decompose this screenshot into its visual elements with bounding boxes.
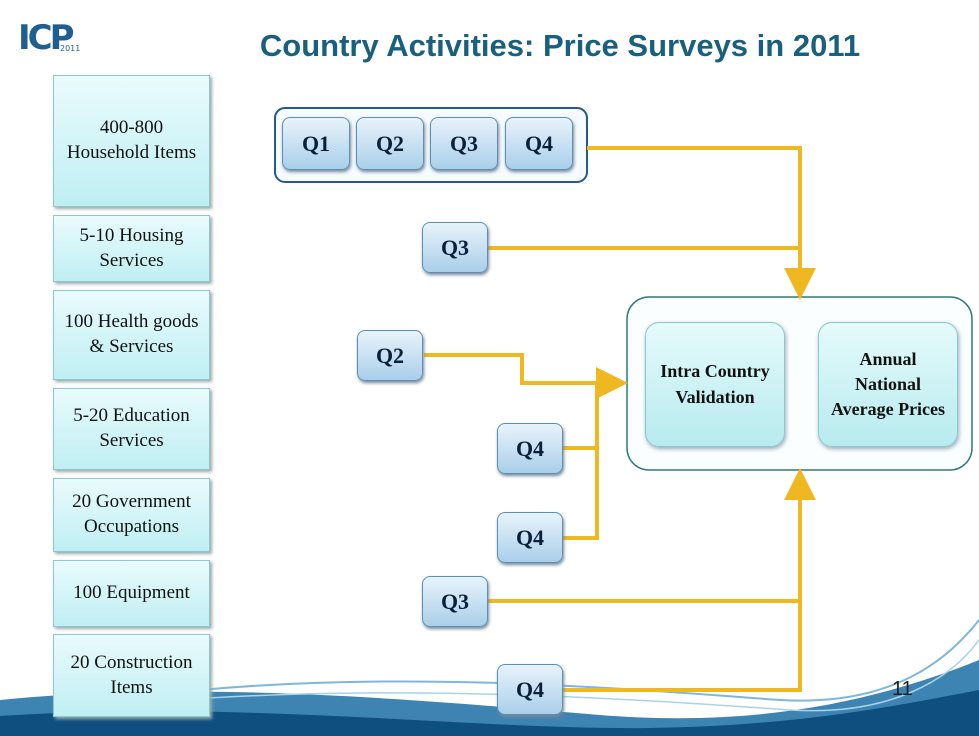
survey-quarter-box: Q4 <box>497 664 563 715</box>
category-box: 100 Health goods & Services <box>53 290 210 380</box>
slide: ICP 2011 Country Activities: Price Surve… <box>0 0 979 736</box>
logo-year: 2011 <box>60 44 80 53</box>
quarter-box: Q4 <box>505 117 573 170</box>
category-box: 5-10 Housing Services <box>53 215 210 282</box>
survey-quarter-box: Q3 <box>422 222 488 273</box>
survey-quarter-box: Q3 <box>422 576 488 627</box>
category-box: 20 Construction Items <box>53 634 210 717</box>
survey-quarter-box: Q4 <box>497 512 563 563</box>
title: Country Activities: Price Surveys in 201… <box>150 28 970 64</box>
category-box: 20 Government Occupations <box>53 478 210 552</box>
output-box: Intra Country Validation <box>645 322 785 447</box>
page-number: 11 <box>892 678 913 701</box>
category-box: 100 Equipment <box>53 560 210 627</box>
survey-quarter-box: Q4 <box>497 423 563 474</box>
quarter-box: Q2 <box>356 117 424 170</box>
category-box: 400-800 Household Items <box>53 75 210 207</box>
quarter-box: Q3 <box>430 117 498 170</box>
quarter-box: Q1 <box>282 117 350 170</box>
survey-quarter-box: Q2 <box>357 330 423 381</box>
category-box: 5-20 Education Services <box>53 388 210 470</box>
output-box: Annual National Average Prices <box>818 322 958 447</box>
